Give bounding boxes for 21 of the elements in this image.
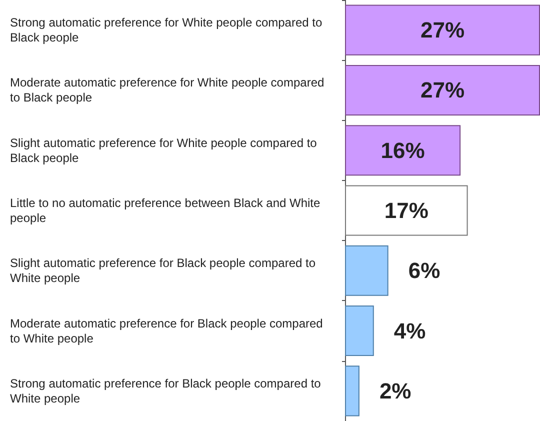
y-tick-label: Slight automatic preference for White people compared to Black people xyxy=(10,136,320,165)
y-tick-label: Moderate automatic preference for White people compared to Black people xyxy=(10,76,328,105)
data-label: 4% xyxy=(394,318,426,344)
data-label: 27% xyxy=(420,78,465,103)
data-label: 17% xyxy=(384,198,428,223)
bar xyxy=(345,125,461,176)
y-tick-label: Strong automatic preference for Black people compared to White people xyxy=(10,376,324,406)
data-label: 2% xyxy=(379,378,412,404)
y-tick-label: Moderate automatic preference for Black people compared to White people xyxy=(10,316,326,346)
y-tick-label: Slight automatic preference for Black people compared to White people xyxy=(10,256,319,286)
bar xyxy=(345,185,468,236)
bar xyxy=(345,366,360,416)
y-tick-label: Little to no automatic preference between Black and White people xyxy=(10,196,324,225)
bar xyxy=(345,245,388,296)
data-label: 27% xyxy=(420,18,465,43)
bar xyxy=(345,306,374,356)
y-tick-label: Strong automatic preference for White people compared to Black people xyxy=(10,16,326,45)
bar xyxy=(345,64,540,116)
data-label: 6% xyxy=(408,258,440,284)
bar xyxy=(345,4,540,56)
data-label: 16% xyxy=(380,138,425,163)
